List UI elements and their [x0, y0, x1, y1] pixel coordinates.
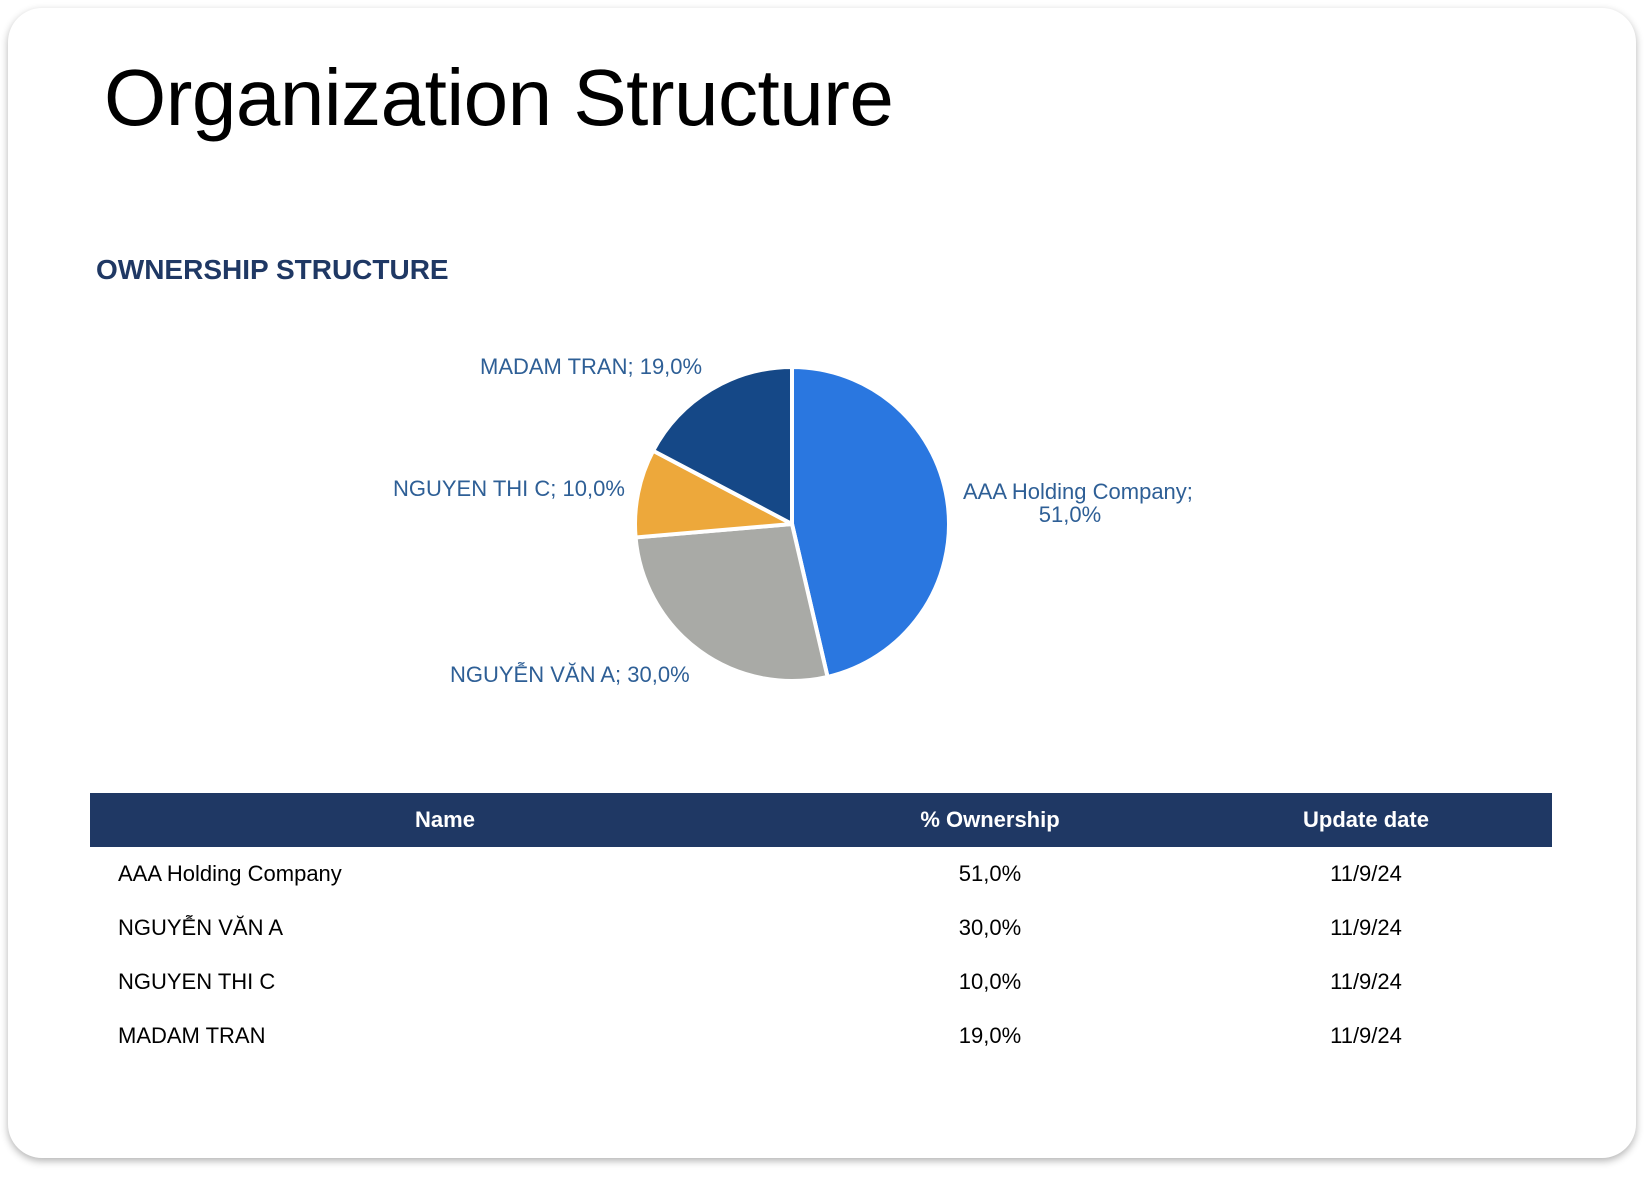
table-row: NGUYEN THI C 10,0% 11/9/24	[90, 955, 1552, 1009]
row-ownership: 19,0%	[958, 1023, 1022, 1048]
pie-slice-madam-tran	[651, 365, 794, 526]
section-title: OWNERSHIP STRUCTURE	[96, 254, 449, 285]
header-ownership: % Ownership	[920, 807, 1060, 832]
row-ownership: 10,0%	[958, 969, 1022, 994]
table-header-row: Name % Ownership Update date	[90, 793, 1552, 847]
content-card: Organization Structure OWNERSHIP STRUCTU…	[8, 8, 1636, 1158]
label-madam-tran: MADAM TRAN; 19,0%	[480, 354, 702, 379]
table-row: AAA Holding Company 51,0% 11/9/24	[90, 847, 1552, 901]
label-nguyen-thi-c: NGUYEN THI C; 10,0%	[393, 476, 625, 501]
row-name: AAA Holding Company	[118, 861, 342, 886]
row-ownership: 51,0%	[958, 861, 1022, 886]
row-ownership: 30,0%	[958, 915, 1022, 940]
row-update-date: 11/9/24	[1330, 1023, 1402, 1048]
header-name: Name	[415, 807, 475, 832]
label-aaa-line1: AAA Holding Company;	[963, 479, 1193, 504]
header-update-date: Update date	[1303, 807, 1429, 832]
pie-chart-svg: AAA Holding Company; 51,0% NGUYỄN VĂN A;…	[393, 354, 1193, 687]
row-update-date: 11/9/24	[1330, 861, 1402, 886]
label-nguyen-van-a: NGUYỄN VĂN A; 30,0%	[450, 661, 690, 687]
page-title: Organization Structure	[104, 53, 894, 142]
ownership-table: Name % Ownership Update date AAA Holding…	[90, 793, 1552, 1063]
row-update-date: 11/9/24	[1330, 915, 1402, 940]
table-row: NGUYỄN VĂN A 30,0% 11/9/24	[90, 901, 1552, 955]
row-name: NGUYEN THI C	[118, 969, 276, 994]
label-aaa-line2: 51,0%	[1039, 502, 1101, 527]
row-name: MADAM TRAN	[118, 1023, 266, 1048]
ownership-pie-chart: AAA Holding Company; 51,0% NGUYỄN VĂN A;…	[388, 348, 1268, 728]
row-name: NGUYỄN VĂN A	[118, 915, 284, 940]
pie-slices	[633, 365, 951, 683]
row-update-date: 11/9/24	[1330, 969, 1402, 994]
pie-slice-aaa-holding-company	[790, 365, 951, 679]
table-row: MADAM TRAN 19,0% 11/9/24	[90, 1009, 1552, 1063]
pie-slice-nguy-n-v-n-a	[633, 522, 830, 683]
